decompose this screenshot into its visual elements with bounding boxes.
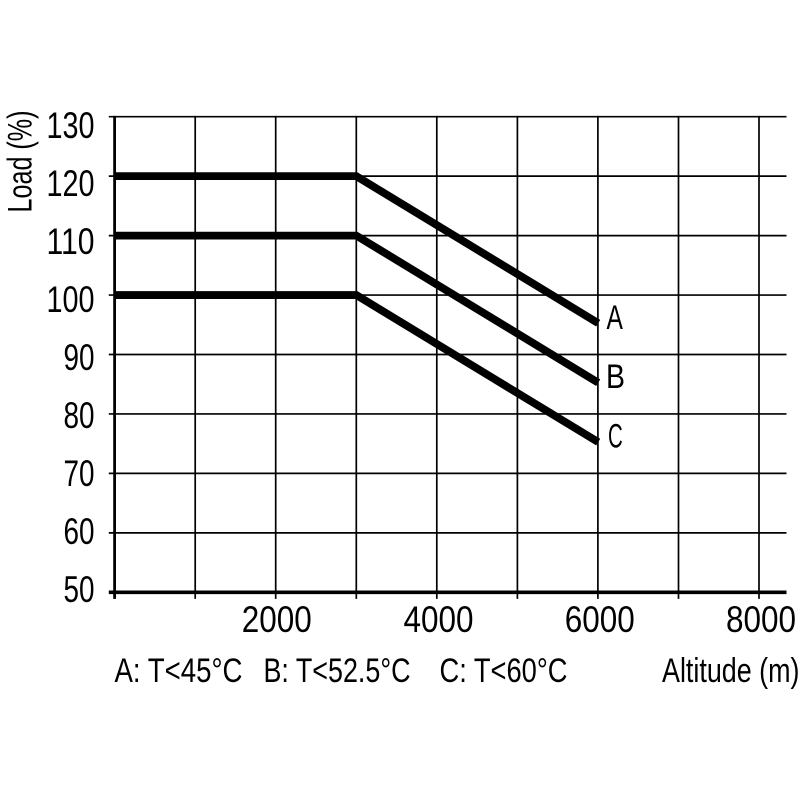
svg-text:Load (%): Load (%) (2, 111, 40, 213)
svg-text:2000: 2000 (242, 599, 312, 640)
svg-text:C: C (608, 418, 623, 456)
svg-text:B: T<52.5°C: B: T<52.5°C (264, 652, 411, 690)
svg-text:130: 130 (47, 105, 95, 146)
svg-text:50: 50 (64, 569, 95, 610)
svg-text:4000: 4000 (404, 599, 474, 640)
svg-text:6000: 6000 (565, 599, 635, 640)
svg-text:70: 70 (64, 453, 95, 494)
svg-text:8000: 8000 (726, 599, 796, 640)
svg-text:110: 110 (47, 221, 95, 262)
svg-text:60: 60 (64, 511, 95, 552)
svg-text:Altitude (m): Altitude (m) (662, 652, 800, 690)
svg-text:90: 90 (64, 337, 95, 378)
svg-text:A: A (607, 299, 624, 337)
svg-text:100: 100 (47, 279, 95, 320)
svg-text:B: B (606, 358, 625, 396)
svg-text:A: T<45°C: A: T<45°C (115, 652, 243, 690)
svg-text:120: 120 (47, 163, 95, 204)
svg-text:80: 80 (64, 395, 95, 436)
svg-text:C: T<60°C: C: T<60°C (440, 652, 568, 690)
